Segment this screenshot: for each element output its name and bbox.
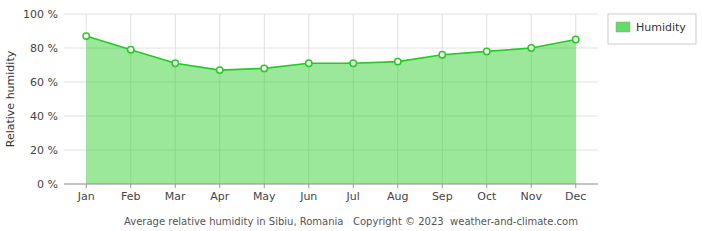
point <box>128 47 134 53</box>
x-tick-label: Aug <box>387 190 408 203</box>
y-tick-label: 80 % <box>30 42 58 55</box>
x-tick <box>219 184 220 188</box>
x-tick <box>397 184 398 188</box>
area <box>86 36 576 184</box>
point <box>217 67 223 73</box>
y-tick-label: 20 % <box>30 144 58 157</box>
footer: Average relative humidity in Sibiu, Roma… <box>124 216 578 227</box>
point <box>350 60 356 66</box>
grid <box>64 14 598 184</box>
x-axis-line <box>64 184 598 185</box>
chart: 0 % 20 % 40 % 60 % 80 % 100 % Jan Feb Mar Apr May J… <box>0 0 702 231</box>
point <box>306 60 312 66</box>
point <box>172 60 178 66</box>
x-tick-label: Jul <box>346 190 360 203</box>
y-tick-label: 100 % <box>23 8 58 21</box>
x-tick <box>353 184 354 188</box>
x-tick-label: May <box>253 190 276 203</box>
x-tick-label: Sep <box>432 190 453 203</box>
point <box>528 45 534 51</box>
x-tick-label: Nov <box>521 190 543 203</box>
y-tick-label: 40 % <box>30 110 58 123</box>
y-tick-label: 60 % <box>30 76 58 89</box>
legend-label: Humidity <box>636 21 686 34</box>
y-axis-label: Relative humidity <box>4 50 17 147</box>
plot-area <box>83 33 579 184</box>
x-tick-label: Jun <box>299 190 317 203</box>
x-tick <box>86 184 87 188</box>
x-tick-label: Jan <box>77 190 95 203</box>
point <box>439 52 445 58</box>
x-tick <box>486 184 487 188</box>
x-tick-label: Mar <box>165 190 186 203</box>
x-tick-label: Oct <box>477 190 497 203</box>
point <box>484 48 490 54</box>
x-tick-label: Feb <box>121 190 140 203</box>
line <box>86 36 576 70</box>
x-tick <box>264 184 265 188</box>
legend: Humidity <box>608 14 696 44</box>
y-grid-line <box>64 14 598 15</box>
point <box>261 65 267 71</box>
point <box>395 58 401 64</box>
x-tick <box>442 184 443 188</box>
legend-swatch <box>616 22 630 32</box>
point <box>573 36 579 42</box>
y-grid-line <box>64 184 598 185</box>
y-tick-label: 0 % <box>37 178 58 191</box>
x-tick <box>531 184 532 188</box>
x-tick <box>575 184 576 188</box>
x-tick <box>130 184 131 188</box>
x-tick <box>308 184 309 188</box>
point <box>83 33 89 39</box>
x-tick-label: Dec <box>565 190 586 203</box>
x-tick-label: Apr <box>210 190 230 203</box>
legend-frame <box>608 14 696 44</box>
x-tick <box>175 184 176 188</box>
